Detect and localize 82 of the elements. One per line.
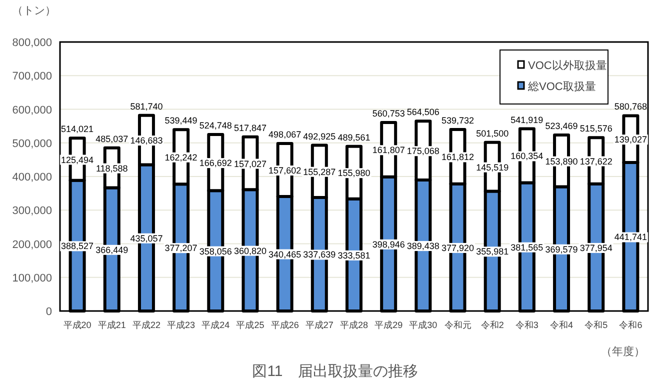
- data-label: 340,465: [268, 249, 302, 260]
- total-label: 560,753: [372, 108, 405, 118]
- x-tick-label: 令和元: [444, 320, 472, 330]
- x-tick-label: 令和4: [550, 320, 574, 330]
- x-tick-label: 平成26: [270, 320, 299, 330]
- y-tick-label: 800,000: [12, 37, 52, 49]
- data-label: 360,820: [234, 246, 267, 256]
- x-tick-label: 平成25: [236, 320, 264, 330]
- total-label: 539,449: [164, 116, 198, 126]
- data-label: 377,207: [164, 243, 198, 254]
- y-tick-label: 200,000: [12, 238, 52, 251]
- total-label: 539,732: [441, 116, 474, 126]
- y-tick-label: 400,000: [12, 172, 52, 184]
- data-label: 175,068: [406, 146, 440, 156]
- data-label: 337,639: [303, 250, 336, 260]
- total-label: 498,067: [268, 130, 302, 140]
- data-label: 389,438: [406, 241, 440, 252]
- x-tick-label: 平成21: [98, 320, 126, 330]
- total-label: 501,500: [476, 128, 509, 138]
- data-label: 366,449: [96, 244, 128, 255]
- data-label: 369,579: [545, 244, 578, 254]
- data-label: 145,519: [476, 162, 509, 172]
- y-tick-label: 300,000: [12, 205, 52, 218]
- total-label: 580,768: [614, 102, 647, 112]
- data-label: 441,741: [614, 232, 647, 242]
- x-tick-label: 平成23: [167, 320, 196, 330]
- x-axis-title: （年度）: [601, 345, 645, 358]
- x-tick-label: 令和2: [480, 320, 504, 330]
- total-label: 489,561: [338, 132, 370, 142]
- legend-label: 総VOC取扱量: [527, 81, 596, 93]
- x-tick-label: 令和3: [515, 320, 538, 330]
- data-label: 155,980: [338, 168, 370, 178]
- data-label: 377,920: [441, 242, 474, 253]
- total-label: 517,847: [234, 122, 267, 133]
- total-label: 514,021: [61, 124, 94, 134]
- data-label: 161,812: [441, 152, 474, 162]
- x-tick-label: 平成24: [202, 320, 230, 330]
- total-label: 523,469: [545, 120, 578, 131]
- data-label: 139,027: [614, 134, 647, 145]
- y-tick-label: 100,000: [12, 272, 52, 284]
- legend-label: VOC以外取扱量: [528, 59, 607, 72]
- total-label: 515,576: [580, 124, 612, 134]
- x-tick-label: 平成29: [374, 320, 403, 330]
- data-label: 125,494: [61, 154, 94, 165]
- total-label: 492,925: [303, 131, 336, 142]
- total-label: 581,740: [130, 101, 163, 112]
- data-label: 398,946: [372, 239, 405, 250]
- total-label: 485,037: [96, 134, 128, 144]
- data-label: 355,981: [476, 246, 509, 257]
- data-label: 160,354: [510, 151, 544, 162]
- data-label: 435,057: [130, 233, 163, 244]
- data-label: 161,807: [372, 145, 405, 156]
- x-tick-label: 令和6: [619, 320, 642, 330]
- data-label: 388,527: [61, 241, 94, 252]
- data-label: 118,588: [96, 163, 128, 174]
- data-label: 162,242: [164, 152, 198, 162]
- data-label: 137,622: [580, 156, 612, 166]
- data-label: 146,683: [130, 136, 163, 146]
- y-axis-title: （トン）: [12, 5, 56, 17]
- data-label: 166,692: [199, 158, 232, 168]
- data-label: 377,954: [580, 242, 612, 253]
- y-tick-label: 0: [46, 306, 52, 318]
- y-tick-label: 600,000: [12, 104, 52, 116]
- x-tick-label: 平成28: [340, 320, 368, 330]
- x-tick-label: 平成22: [132, 320, 160, 330]
- text: 図11 届出取扱量の推移: [252, 363, 418, 380]
- x-tick-label: 平成20: [63, 320, 92, 330]
- data-label: 333,581: [338, 250, 370, 260]
- x-tick-label: 令和5: [584, 320, 608, 330]
- data-label: 155,287: [303, 166, 336, 177]
- data-label: 381,565: [510, 242, 544, 252]
- data-label: 153,890: [545, 156, 578, 166]
- x-tick-label: 平成30: [409, 320, 438, 330]
- total-label: 564,506: [406, 107, 440, 118]
- total-label: 524,748: [199, 120, 232, 131]
- x-tick-label: 平成27: [305, 320, 334, 330]
- data-label: 157,602: [268, 166, 302, 176]
- data-label: 157,027: [234, 158, 267, 169]
- total-label: 541,919: [510, 114, 544, 125]
- y-tick-label: 700,000: [12, 70, 52, 83]
- data-label: 358,056: [199, 246, 232, 256]
- y-tick-label: 500,000: [12, 138, 52, 150]
